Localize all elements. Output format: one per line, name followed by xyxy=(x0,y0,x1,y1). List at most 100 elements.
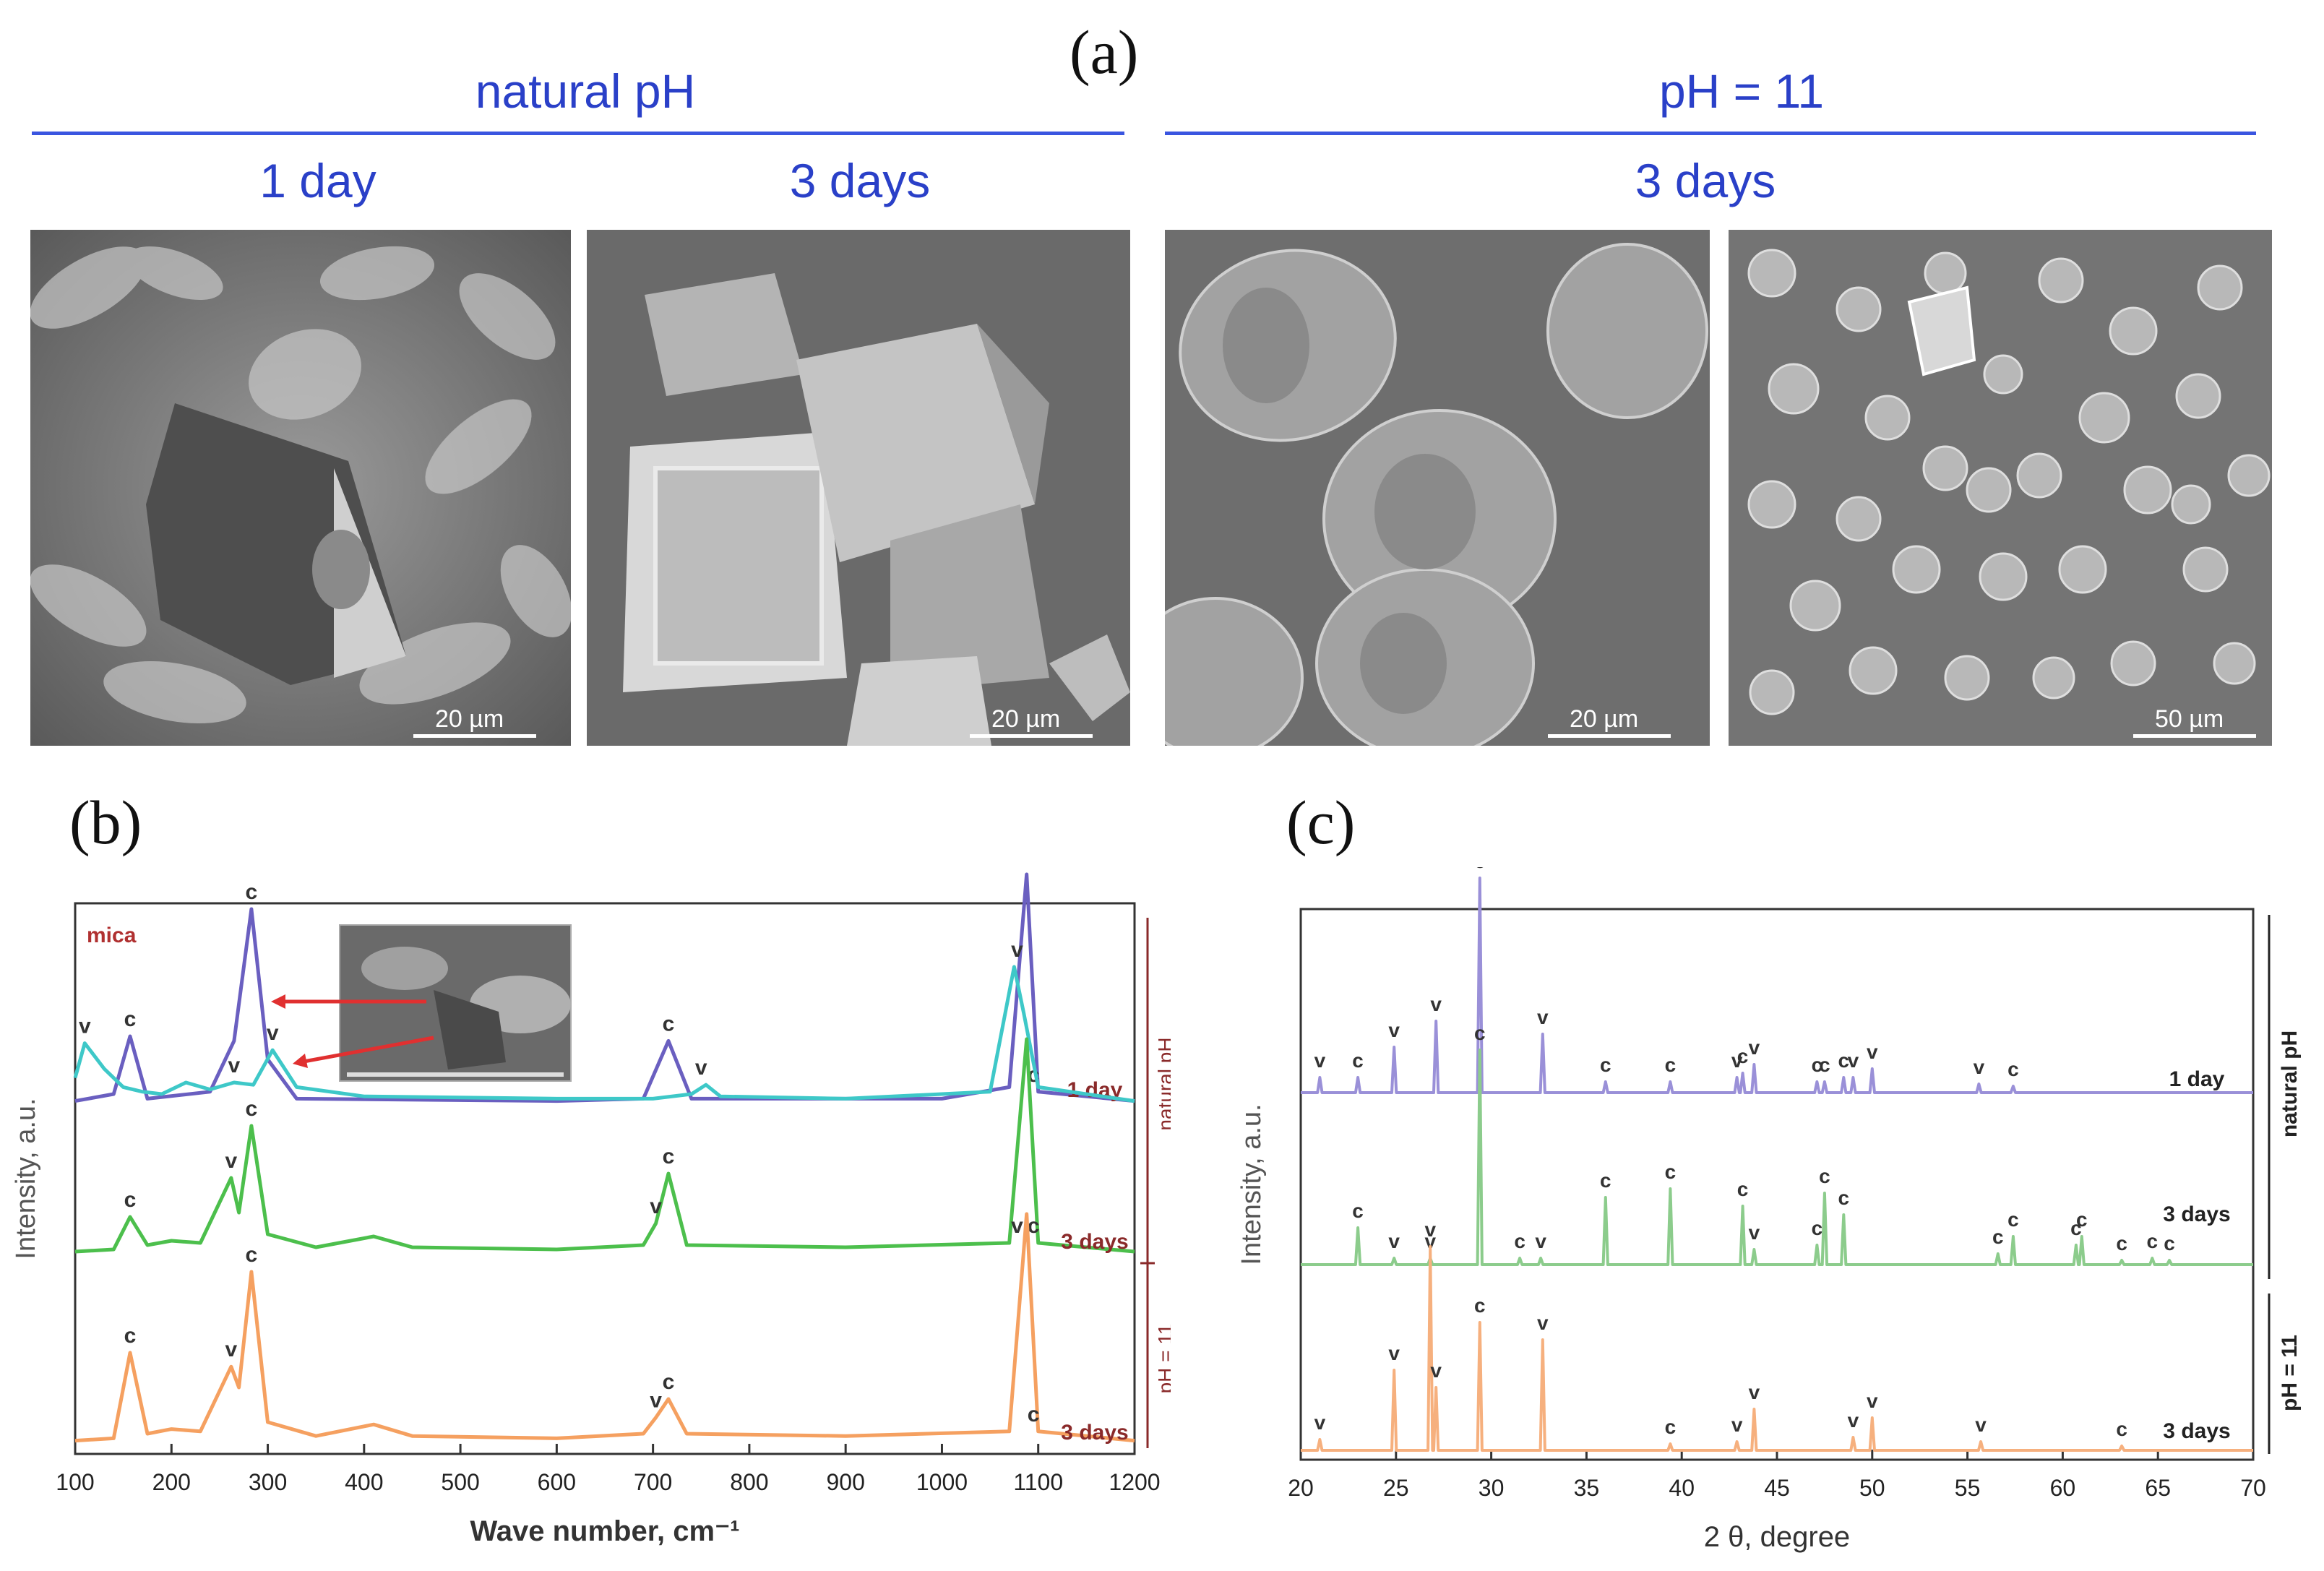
x-tick-label: 700 xyxy=(634,1469,672,1495)
peak-label: c xyxy=(1665,1416,1677,1438)
x-tick-label: 1100 xyxy=(1013,1469,1063,1495)
spectrum-line-0 xyxy=(74,872,1135,1103)
divider-natural-ph xyxy=(32,132,1124,135)
raman-spectra-chart: 100 200 300 400 500 600 700 800 900 1000 1100 1200 W… xyxy=(11,872,1171,1547)
peak-label: v xyxy=(1848,1409,1859,1432)
peak-label: v xyxy=(1388,1230,1400,1252)
peak-label: v xyxy=(1388,1342,1400,1364)
group-header-ph-11: pH = 11 xyxy=(1658,64,1825,118)
x-tick-label: 300 xyxy=(249,1469,287,1495)
peak-label: c xyxy=(663,1012,675,1036)
x-tick-label: 70 xyxy=(2240,1475,2266,1501)
peak-label: c xyxy=(1812,1054,1823,1076)
peak-label: c xyxy=(1514,1230,1525,1252)
peak-label: v xyxy=(1424,1230,1436,1252)
peak-label: c xyxy=(1600,1169,1611,1192)
peak-label: c xyxy=(1352,1200,1364,1222)
peak-label: v xyxy=(267,1021,279,1045)
peak-label: v xyxy=(1749,1381,1760,1403)
x-tick-label: 55 xyxy=(1955,1475,1981,1501)
x-tick-label: 1200 xyxy=(1109,1469,1160,1495)
peak-label: v xyxy=(1388,1019,1400,1041)
peak-label: c xyxy=(1665,1161,1677,1183)
peak-label: c xyxy=(1665,1054,1677,1076)
sem-image-ph11-3-days-wide: 50 µm xyxy=(1729,230,2272,746)
x-tick-label: 1000 xyxy=(916,1469,968,1495)
peak-label: c xyxy=(1028,1214,1040,1238)
peak-label: v xyxy=(1537,1312,1549,1334)
column-header-3-days-ph11: 3 days xyxy=(1635,154,1776,207)
peak-label: v xyxy=(1537,1006,1549,1028)
divider-ph-11 xyxy=(1165,132,2256,135)
peak-label: v xyxy=(1867,1390,1878,1412)
peak-label: c xyxy=(1028,1403,1040,1426)
x-axis-label: 2 θ, degree xyxy=(1704,1521,1850,1553)
group-header-natural-ph: natural pH xyxy=(475,64,696,118)
inset-arrow-head xyxy=(293,1054,308,1068)
x-tick-label: 800 xyxy=(730,1469,768,1495)
column-header-1-day: 1 day xyxy=(259,154,376,207)
peak-label: c xyxy=(1838,1187,1849,1209)
spectrum-line-1 xyxy=(73,965,1135,1103)
sem-image-natural-1-day-graphic: 20 µm xyxy=(30,230,571,746)
peak-label: v xyxy=(1848,1049,1859,1072)
peak-label: c xyxy=(124,1007,137,1031)
sem-image-ph11-3-days-close-graphic: 20 µm xyxy=(1165,230,1710,746)
peak-label: c xyxy=(2147,1230,2159,1252)
peak-label: c xyxy=(2007,1058,2019,1080)
peak-label: c xyxy=(1737,1178,1749,1200)
peak-label: c xyxy=(1474,867,1486,872)
peak-label: c xyxy=(2164,1232,2175,1254)
peak-label: v xyxy=(1749,1036,1760,1059)
group-label-ph-11: pH = 11 xyxy=(2278,1335,2302,1411)
column-header-3-days-natural: 3 days xyxy=(789,154,931,207)
group-label-natural-ph: natural pH xyxy=(2278,1030,2302,1137)
peak-label: v xyxy=(650,1195,662,1218)
series-tag: 3 days xyxy=(1061,1230,1128,1254)
group-label-natural-ph: natural pH xyxy=(1154,1037,1171,1130)
panel-label-c: (c) xyxy=(1286,788,1356,857)
sem-image-natural-3-days: 20 µm xyxy=(587,230,1130,746)
inset-label: mica xyxy=(87,924,137,947)
peak-label: c xyxy=(1474,1022,1486,1044)
peak-label: c xyxy=(1819,1054,1830,1076)
peak-label: c xyxy=(1600,1054,1611,1076)
peak-label: c xyxy=(1992,1226,2004,1248)
x-tick-label: 400 xyxy=(345,1469,383,1495)
peak-label: c xyxy=(2076,1208,2088,1231)
inset-arrow xyxy=(299,1036,434,1064)
peak-label: v xyxy=(1731,1413,1743,1436)
peak-label: v xyxy=(1975,1413,1987,1436)
x-tick-label: 200 xyxy=(152,1469,191,1495)
peak-label: v xyxy=(1424,1218,1436,1241)
x-axis-label: Wave number, cm⁻¹ xyxy=(470,1515,739,1547)
scale-bar-label-3: 20 µm xyxy=(1570,705,1638,733)
peak-label: c xyxy=(2070,1217,2082,1239)
peak-label: v xyxy=(1011,1214,1023,1238)
plot-frame xyxy=(1299,908,2255,1461)
peak-label: c xyxy=(1737,1045,1749,1067)
peak-label: c xyxy=(124,1324,137,1348)
peak-label: c xyxy=(246,880,258,904)
plot-frame xyxy=(74,902,1136,1455)
peak-label: v xyxy=(225,1338,238,1361)
x-tick-label: 35 xyxy=(1574,1475,1600,1501)
peak-label: v xyxy=(225,1149,238,1173)
peak-label: v xyxy=(228,1054,241,1077)
x-tick-label: 65 xyxy=(2145,1475,2171,1501)
peak-label: c xyxy=(1838,1049,1849,1072)
peak-label: v xyxy=(1974,1056,1985,1078)
xrd-pattern-chart: 20 25 30 35 40 45 50 55 60 65 70 2 θ, degree Intensi… xyxy=(1236,867,2302,1553)
panel-label-b: (b) xyxy=(69,788,142,857)
scale-bar-label-1: 20 µm xyxy=(435,705,504,733)
peak-label: v xyxy=(79,1015,91,1038)
peak-label: c xyxy=(663,1145,675,1168)
inset-sem-crystal xyxy=(434,990,506,1069)
inset-sem-scale xyxy=(347,1072,564,1077)
series-tag: 3 days xyxy=(2163,1202,2230,1226)
peak-label: v xyxy=(1535,1230,1546,1252)
series-tag: 1 day xyxy=(2169,1067,2225,1091)
x-tick-label: 25 xyxy=(1383,1475,1409,1501)
x-tick-label: 500 xyxy=(441,1469,479,1495)
series-tag: 3 days xyxy=(1061,1421,1128,1445)
